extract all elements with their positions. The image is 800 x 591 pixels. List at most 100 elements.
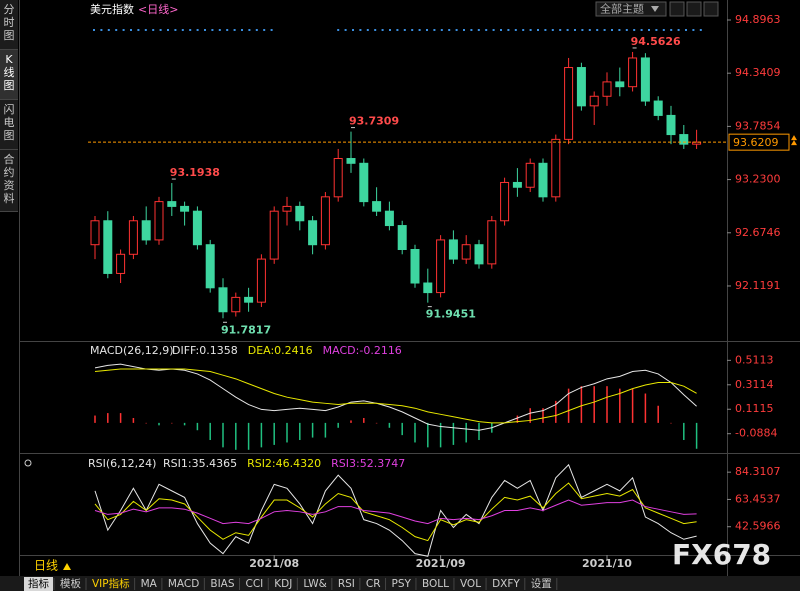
- signal-dot: [403, 29, 406, 31]
- candle-body: [269, 210, 279, 260]
- x-tick-label: 2021/08: [249, 557, 299, 570]
- signal-dot: [204, 29, 206, 31]
- signal-dot: [181, 29, 184, 31]
- macd-bar: [465, 422, 467, 443]
- signal-dot: [625, 29, 628, 31]
- period-tab[interactable]: 日线: [34, 559, 58, 573]
- x-tick-label: 2021/09: [416, 557, 466, 570]
- toolbar-active: [24, 577, 53, 591]
- signal-dot: [463, 29, 465, 31]
- candle-body: [90, 220, 100, 246]
- toolbar-item[interactable]: MA: [141, 578, 158, 590]
- signal-dot: [507, 29, 510, 31]
- toolbar-item[interactable]: KDJ: [274, 578, 292, 590]
- y-tick-label: 94.8963: [735, 13, 781, 26]
- toolbar-item[interactable]: BOLL: [422, 578, 449, 590]
- candle-body: [538, 162, 548, 198]
- icon-button[interactable]: [686, 1, 702, 17]
- macd-bar: [158, 422, 160, 426]
- signal-dot: [685, 29, 687, 31]
- signal-dot: [551, 29, 554, 31]
- y-tick-label: 92.1191: [735, 279, 781, 292]
- candle-body: [308, 220, 318, 246]
- candle-body: [103, 220, 113, 274]
- side-tab[interactable]: 分时图: [0, 0, 18, 50]
- signal-dot: [640, 29, 643, 31]
- signal-dot: [189, 29, 192, 31]
- theme-dropdown[interactable]: [595, 1, 667, 17]
- macd-bar: [171, 422, 173, 424]
- toolbar-item[interactable]: 指标: [28, 577, 49, 590]
- signal-dot: [196, 29, 199, 31]
- macd-bar: [222, 422, 224, 448]
- y-tick-label: 92.6746: [735, 226, 781, 239]
- toolbar-item[interactable]: BIAS: [210, 578, 234, 590]
- signal-dot: [603, 29, 606, 31]
- signal-dot: [137, 29, 140, 31]
- macd-bar: [350, 420, 352, 423]
- candle-body: [602, 81, 612, 97]
- legend-entry: MACD:-0.2116: [323, 344, 402, 357]
- side-tab[interactable]: K线图: [0, 50, 18, 100]
- macd-bar: [452, 422, 455, 445]
- macd-bar: [427, 422, 429, 448]
- macd-bar: [439, 422, 442, 448]
- signal-dot: [662, 29, 665, 31]
- y-tick-label: 0.1115: [735, 402, 774, 415]
- toolbar-item[interactable]: VIP指标: [92, 577, 130, 590]
- signal-dot: [255, 29, 258, 31]
- candle-body: [525, 162, 535, 188]
- macd-bar: [580, 386, 583, 423]
- legend-entry: DEA:0.2416: [248, 344, 313, 357]
- theme-button[interactable]: 全部主题: [600, 2, 644, 16]
- signal-dot: [426, 29, 428, 31]
- macd-bar: [324, 422, 327, 438]
- panel-header: RSI(6,12,24): [88, 457, 156, 470]
- settings-icon[interactable]: [24, 459, 32, 467]
- candle-body: [487, 220, 497, 265]
- toolbar-item[interactable]: 模板: [60, 577, 81, 590]
- signal-dot: [248, 29, 251, 31]
- candle-body: [231, 296, 241, 313]
- signal-dot: [618, 29, 621, 31]
- toolbar-item[interactable]: CCI: [246, 578, 264, 590]
- signal-dot: [655, 29, 658, 31]
- candle-body: [474, 244, 484, 265]
- macd-bar: [606, 386, 608, 423]
- annotation: 91.7817: [221, 323, 271, 336]
- icon-button[interactable]: [669, 1, 685, 17]
- toolbar-item[interactable]: CR: [366, 578, 381, 590]
- macd-bar: [695, 422, 698, 449]
- side-tab[interactable]: 合约资料: [0, 150, 18, 212]
- toolbar-item[interactable]: DXFY: [492, 578, 520, 590]
- signal-dot: [455, 29, 458, 31]
- macd-bar: [235, 422, 237, 450]
- side-tab[interactable]: 闪电图: [0, 100, 18, 150]
- period-arrow: [63, 563, 71, 570]
- signal-dot: [566, 29, 569, 31]
- macd-bar: [363, 417, 365, 423]
- signal-dot: [359, 29, 362, 31]
- annotation: 91.9451: [426, 308, 476, 321]
- candle-body: [295, 205, 305, 222]
- macd-bar: [375, 422, 378, 424]
- toolbar-item[interactable]: VOL: [460, 578, 481, 590]
- signal-dot: [648, 29, 650, 31]
- candle-body: [512, 181, 522, 188]
- candle-body: [384, 210, 394, 227]
- toolbar-item[interactable]: MACD: [168, 578, 199, 590]
- panel-header: MACD(26,12,9): [90, 344, 174, 357]
- toolbar-item[interactable]: RSI: [338, 578, 355, 590]
- candle-body: [666, 114, 676, 136]
- macd-bar: [311, 422, 314, 438]
- candle-body: [410, 248, 420, 284]
- signal-dot: [344, 29, 347, 31]
- candle-body: [436, 239, 446, 294]
- icon-button[interactable]: [703, 1, 719, 17]
- toolbar-item[interactable]: LW&: [303, 578, 326, 590]
- toolbar-item[interactable]: PSY: [392, 578, 412, 590]
- toolbar-item[interactable]: 设置: [531, 578, 552, 590]
- x-tick-label: 2021/10: [582, 557, 632, 570]
- signal-dot: [677, 29, 680, 31]
